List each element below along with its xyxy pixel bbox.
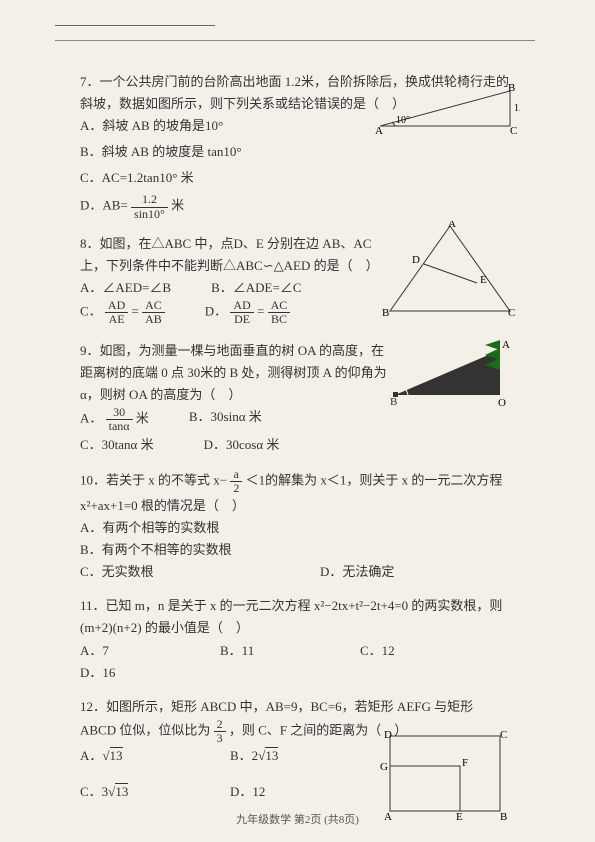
q9-option-c: C．30tanα 米 <box>80 434 154 456</box>
frac-den: AE <box>105 313 128 326</box>
q7-d-prefix: D．AB= <box>80 198 128 213</box>
q11-option-a: A．7 <box>80 640 180 662</box>
q9-a-frac: 30tanα <box>106 406 133 433</box>
fig-label-d: D <box>384 729 392 741</box>
fig-label-a: A <box>502 340 510 351</box>
fig-label-c: C <box>508 307 515 319</box>
fig-label-c: C <box>500 729 507 741</box>
exam-page: 7．一个公共房门前的台阶高出地面 1.2米，台阶拆除后，换成供轮椅行走的斜坡，数… <box>55 40 535 800</box>
q10-option-a: A．有两个相等的实数根 <box>80 517 280 539</box>
q12-b-val: 13 <box>265 747 278 763</box>
q8-c-lfrac: ADAE <box>105 299 128 326</box>
question-10: 10．若关于 x 的不等式 x− a2 ＜1的解集为 x＜1，则关于 x 的一元… <box>80 468 510 584</box>
frac-num: AC <box>142 299 165 313</box>
fig-label-c: C <box>510 125 517 136</box>
q10-option-b: B．有两个不相等的实数根 <box>80 539 232 561</box>
q12-option-b: B．2√13 <box>230 745 278 767</box>
frac-num: 1.2 <box>131 193 168 207</box>
q7-d-frac: 1.2 sin10° <box>131 193 168 220</box>
q7-option-d: D．AB= 1.2 sin10° 米 <box>80 193 510 220</box>
q11-stem-2: (m+2)(n+2) 的最小值是（ ） <box>80 617 510 639</box>
q8-d-eq: = <box>257 304 264 319</box>
fig-label-b: B <box>390 396 397 408</box>
q8-d-prefix: D． <box>205 304 227 319</box>
frac-num: 30 <box>106 406 133 420</box>
q12-option-d: D．12 <box>230 781 265 803</box>
frac-num: AC <box>268 299 291 313</box>
q9-a-prefix: A． <box>80 411 102 426</box>
question-9: 9．如图，为测量一棵与地面垂直的树 OA 的高度，在距离树的底端 0 点 30米… <box>80 340 510 456</box>
fig-label-a: A <box>448 221 456 230</box>
q8-d-rfrac: ACBC <box>268 299 291 326</box>
q7-d-suffix: 米 <box>171 198 184 213</box>
q12-frac: 23 <box>214 718 226 745</box>
frac-den: DE <box>230 313 253 326</box>
fig-label-b: B <box>508 82 515 94</box>
q8-option-c: C． ADAE = ACAB <box>80 299 165 326</box>
fig-label-angle: 10° <box>396 115 410 126</box>
q7-figure: A B C 10° 1.2m <box>370 81 520 136</box>
q12-c-val: 13 <box>115 783 128 799</box>
fig-label-f: F <box>462 757 468 769</box>
fig-label-a: A <box>375 125 383 136</box>
q9-figure: B O A <box>390 340 510 410</box>
q8-c-prefix: C． <box>80 304 102 319</box>
q8-c-rfrac: ACAB <box>142 299 165 326</box>
q10-stem-1: 10．若关于 x 的不等式 x− <box>80 472 227 487</box>
q8-option-d: D． ADDE = ACBC <box>205 299 291 326</box>
q10-option-d: D．无法确定 <box>320 561 394 583</box>
q9-option-b: B．30sinα 米 <box>189 406 262 433</box>
question-8: 8．如图，在△ABC 中，点D、E 分别在边 AB、AC 上，下列条件中不能判断… <box>80 233 510 328</box>
frac-num: AD <box>230 299 253 313</box>
q8-figure: A B C D E <box>380 221 520 321</box>
question-12: 12．如图所示，矩形 ABCD 中，AB=9，BC=6，若矩形 AEFG 与矩形… <box>80 696 510 816</box>
q9-a-suffix: 米 <box>136 411 149 426</box>
frac-den: 2 <box>230 482 242 495</box>
frac-den: sin10° <box>131 208 168 221</box>
q10-stem: 10．若关于 x 的不等式 x− a2 ＜1的解集为 x＜1，则关于 x 的一元… <box>80 468 510 517</box>
question-11: 11．已知 m，n 是关于 x 的一元二次方程 x²−2tx+t²−2t+4=0… <box>80 595 510 683</box>
fig-label-g: G <box>380 761 388 773</box>
q8-c-eq: = <box>132 304 139 319</box>
q10-frac: a2 <box>230 468 242 495</box>
q10-option-c: C．无实数根 <box>80 561 280 583</box>
fig-label-d: D <box>412 254 420 266</box>
q8-option-b: B．∠ADE=∠C <box>211 277 301 299</box>
q11-option-d: D．16 <box>80 662 115 684</box>
q12-a-val: 13 <box>110 747 123 763</box>
q9-option-d: D．30cosα 米 <box>204 434 280 456</box>
question-7: 7．一个公共房门前的台阶高出地面 1.2米，台阶拆除后，换成供轮椅行走的斜坡，数… <box>80 71 510 221</box>
frac-num: a <box>230 468 242 482</box>
fig-label-h: 1.2m <box>514 103 520 114</box>
q12-b-prefix: B．2 <box>230 748 258 763</box>
fig-label-e: E <box>480 274 487 286</box>
frac-den: AB <box>142 313 165 326</box>
q9-stem: 9．如图，为测量一棵与地面垂直的树 OA 的高度，在距离树的底端 0 点 30米… <box>80 340 390 406</box>
frac-num: AD <box>105 299 128 313</box>
frac-den: 3 <box>214 732 226 745</box>
q11-option-b: B．11 <box>220 640 320 662</box>
q12-option-a: A．√13 <box>80 745 190 767</box>
q11-stem-1: 11．已知 m，n 是关于 x 的一元二次方程 x²−2tx+t²−2t+4=0… <box>80 595 510 617</box>
q12-option-c: C．3√13 <box>80 781 190 803</box>
frac-den: tanα <box>106 420 133 433</box>
frac-den: BC <box>268 313 291 326</box>
q12-c-prefix: C．3 <box>80 784 108 799</box>
header-rule <box>55 25 215 26</box>
q9-option-a: A． 30tanα 米 <box>80 406 149 433</box>
q8-option-a: A．∠AED=∠B <box>80 277 171 299</box>
q8-d-lfrac: ADDE <box>230 299 253 326</box>
fig-label-o: O <box>498 397 506 409</box>
q12-a-prefix: A． <box>80 748 102 763</box>
frac-num: 2 <box>214 718 226 732</box>
q7-option-c: C．AC=1.2tan10° 米 <box>80 167 510 189</box>
q11-option-c: C．12 <box>360 640 460 662</box>
q8-stem: 8．如图，在△ABC 中，点D、E 分别在边 AB、AC 上，下列条件中不能判断… <box>80 233 380 277</box>
q7-option-b: B．斜坡 AB 的坡度是 tan10° <box>80 141 510 163</box>
page-footer: 九年级数学 第2页 (共8页) <box>0 811 595 827</box>
fig-label-b: B <box>382 307 389 319</box>
